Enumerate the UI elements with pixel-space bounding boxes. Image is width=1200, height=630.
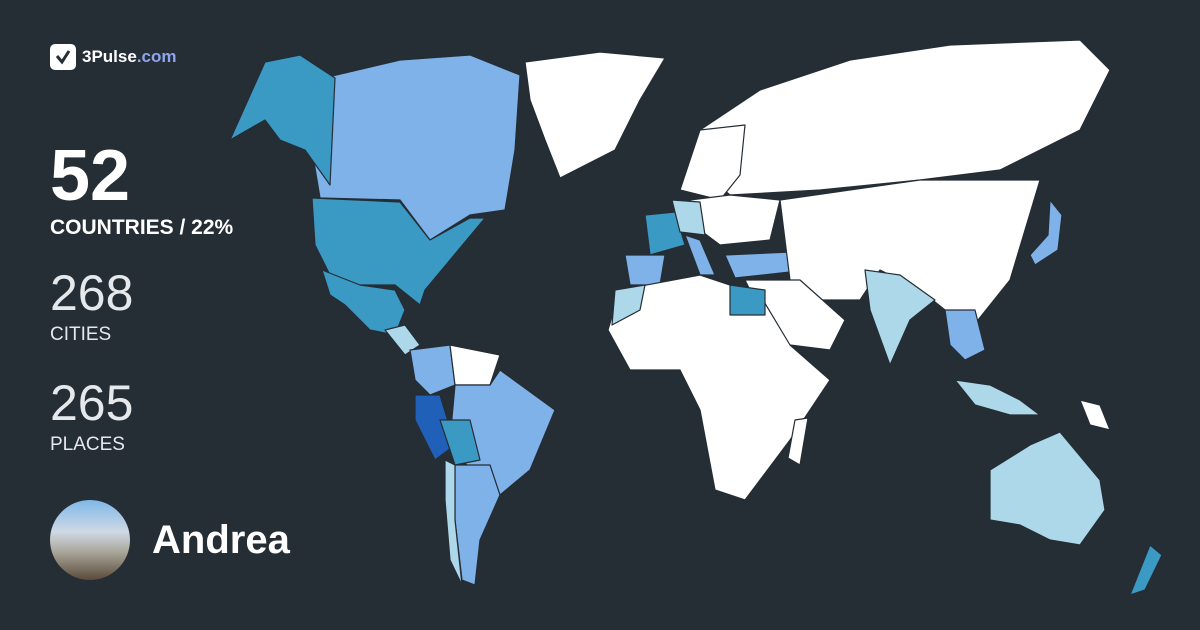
country-spain: [624, 254, 666, 286]
user-name: Andrea: [152, 517, 290, 562]
country-central-america: [384, 324, 421, 356]
cities-count: 268: [50, 265, 134, 321]
country-egypt: [729, 284, 766, 316]
countries-count: 52: [50, 136, 131, 216]
country-central-europe: [671, 199, 706, 236]
country-italy: [684, 234, 716, 276]
country-bolivia: [439, 419, 481, 466]
places-label: PLACES: [50, 434, 125, 455]
check-pulse-icon: [50, 44, 76, 70]
countries-stat: 52 COUNTRIES / 22%: [50, 140, 233, 240]
country-france: [644, 211, 686, 256]
country-australia: [989, 431, 1106, 546]
country-turkey: [724, 251, 791, 279]
user-profile[interactable]: Andrea: [50, 500, 290, 580]
brand-logo[interactable]: 3Pulse.com: [50, 44, 177, 70]
country-morocco: [611, 284, 646, 326]
country-usa-alaska: [229, 54, 336, 186]
places-count: 265: [50, 375, 134, 431]
country-canada: [311, 54, 521, 241]
country-colombia: [409, 344, 456, 396]
country-peru: [414, 394, 456, 461]
country-japan: [1029, 199, 1063, 266]
cities-stat: 268 CITIES: [50, 268, 133, 346]
country-madagascar: [787, 417, 809, 466]
country-greenland: [524, 51, 666, 179]
brand-name: 3Pulse.com: [82, 47, 177, 66]
country-new-zealand: [1129, 544, 1163, 596]
country-russia-asia: [699, 39, 1111, 196]
country-indonesia: [954, 379, 1041, 416]
cities-label: CITIES: [50, 324, 112, 345]
country-india: [864, 269, 936, 366]
avatar[interactable]: [50, 500, 130, 580]
countries-label: COUNTRIES / 22%: [50, 216, 234, 239]
places-stat: 265 PLACES: [50, 378, 133, 456]
country-europe-east: [689, 194, 781, 246]
country-southeast-asia: [944, 309, 986, 361]
country-argentina: [454, 464, 501, 586]
country-venezuela: [449, 344, 501, 386]
country-png: [1079, 399, 1111, 431]
country-chile: [444, 459, 463, 586]
